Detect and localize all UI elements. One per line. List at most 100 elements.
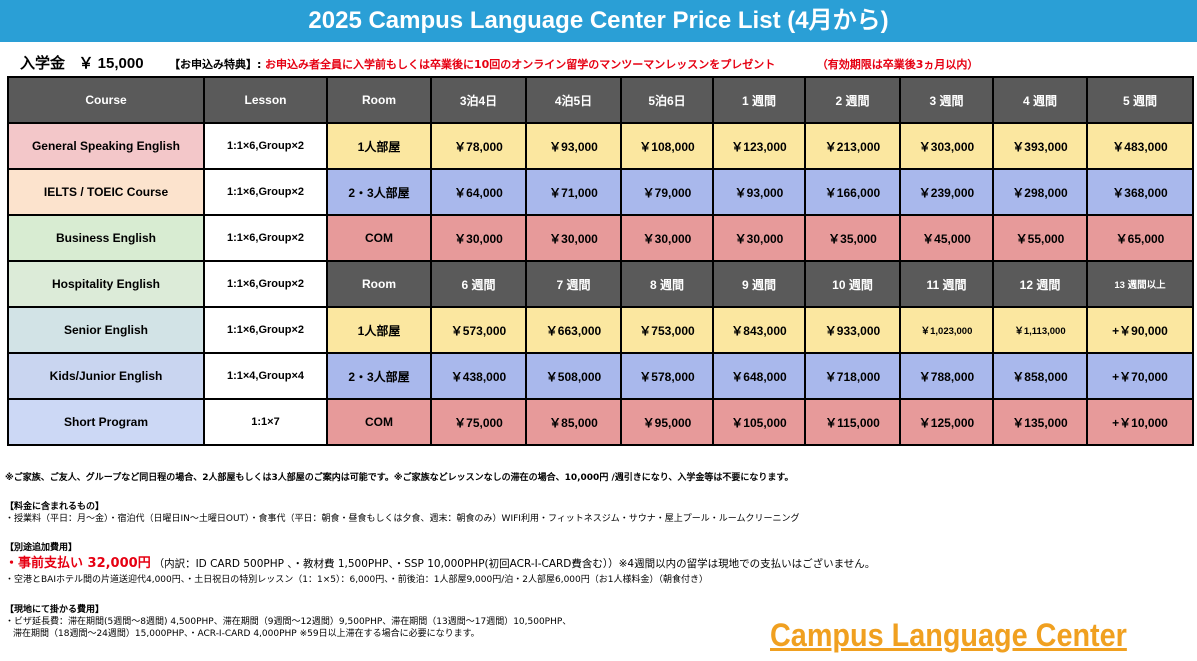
header-cell: Lesson bbox=[203, 76, 328, 124]
included-text: ・授業料（平日：月～金）・宿泊代（日曜日IN～土曜日OUT）・食事代（平日：朝食… bbox=[5, 514, 800, 524]
prepay-label: ・事前支払い 32,000円 bbox=[5, 556, 151, 571]
price-cell: ￥64,000 bbox=[430, 168, 527, 216]
header-cell: 4泊5日 bbox=[525, 76, 622, 124]
lesson-cell: 1:1×6,Group×2 bbox=[203, 122, 328, 170]
price-cell: ￥438,000 bbox=[430, 352, 527, 400]
room-cell: 2・3人部屋 bbox=[326, 168, 432, 216]
header-cell: 11 週間 bbox=[899, 260, 994, 308]
header-cell: 3 週間 bbox=[899, 76, 994, 124]
header-cell: Course bbox=[7, 76, 205, 124]
header-cell: 9 週間 bbox=[712, 260, 806, 308]
benefit-label: 【お申込み特典】: bbox=[169, 58, 262, 71]
header-cell: 13 週間以上 bbox=[1086, 260, 1194, 308]
price-cell: +￥10,000 bbox=[1086, 398, 1194, 446]
price-cell: ￥1,113,000 bbox=[992, 306, 1088, 354]
price-cell: ￥843,000 bbox=[712, 306, 806, 354]
price-cell: ￥30,000 bbox=[620, 214, 714, 262]
price-cell: ￥166,000 bbox=[804, 168, 901, 216]
price-cell: ￥648,000 bbox=[712, 352, 806, 400]
price-cell: ￥393,000 bbox=[992, 122, 1088, 170]
local-text-1: ・ビザ延長費：滞在期間(5週間～8週間) 4,500PHP、滞在期間（9週間～1… bbox=[5, 617, 572, 627]
room-cell: 1人部屋 bbox=[326, 122, 432, 170]
header-cell: 4 週間 bbox=[992, 76, 1088, 124]
course-name: Short Program bbox=[7, 398, 205, 446]
header-cell: Room bbox=[326, 260, 432, 308]
extra-title: 【別途追加費用】 bbox=[5, 543, 78, 553]
prepay-line: ・事前支払い 32,000円 （内訳：ID CARD 500PHP 、・教材費 … bbox=[5, 556, 1193, 573]
table-row: Hospitality English 1:1×6,Group×2 Room 6… bbox=[7, 260, 1194, 308]
price-cell: ￥115,000 bbox=[804, 398, 901, 446]
lesson-cell: 1:1×4,Group×4 bbox=[203, 352, 328, 400]
header-cell: 8 週間 bbox=[620, 260, 714, 308]
price-cell: ￥125,000 bbox=[899, 398, 994, 446]
price-cell: ￥35,000 bbox=[804, 214, 901, 262]
header-cell: 5泊6日 bbox=[620, 76, 714, 124]
price-cell: ￥213,000 bbox=[804, 122, 901, 170]
lesson-cell: 1:1×7 bbox=[203, 398, 328, 446]
table-row: Kids/Junior English 1:1×4,Group×4 2・3人部屋… bbox=[7, 352, 1194, 400]
price-cell: ￥239,000 bbox=[899, 168, 994, 216]
header-cell: 3泊4日 bbox=[430, 76, 527, 124]
price-cell: ￥85,000 bbox=[525, 398, 622, 446]
header-cell: 1 週間 bbox=[712, 76, 806, 124]
room-cell: 2・3人部屋 bbox=[326, 352, 432, 400]
price-cell: ￥93,000 bbox=[525, 122, 622, 170]
room-cell: 1人部屋 bbox=[326, 306, 432, 354]
price-cell: ￥663,000 bbox=[525, 306, 622, 354]
price-cell: ￥368,000 bbox=[1086, 168, 1194, 216]
course-name: Hospitality English bbox=[7, 260, 205, 308]
price-cell: ￥483,000 bbox=[1086, 122, 1194, 170]
price-cell: ￥71,000 bbox=[525, 168, 622, 216]
price-cell: ￥30,000 bbox=[525, 214, 622, 262]
price-cell: ￥788,000 bbox=[899, 352, 994, 400]
price-cell: ￥93,000 bbox=[712, 168, 806, 216]
price-cell: ￥108,000 bbox=[620, 122, 714, 170]
price-cell: ￥79,000 bbox=[620, 168, 714, 216]
price-cell: ￥1,023,000 bbox=[899, 306, 994, 354]
price-cell: ￥123,000 bbox=[712, 122, 806, 170]
course-name: General Speaking English bbox=[7, 122, 205, 170]
price-cell: ￥573,000 bbox=[430, 306, 527, 354]
header-cell: 10 週間 bbox=[804, 260, 901, 308]
header-cell: 12 週間 bbox=[992, 260, 1088, 308]
price-cell: ￥753,000 bbox=[620, 306, 714, 354]
extra-text: ・空港とBAIホテル間の片道送迎代4,000円、・土日祝日の特別レッスン（1：1… bbox=[5, 575, 708, 585]
price-cell: ￥303,000 bbox=[899, 122, 994, 170]
lesson-cell: 1:1×6,Group×2 bbox=[203, 260, 328, 308]
price-cell: +￥70,000 bbox=[1086, 352, 1194, 400]
price-cell: ￥45,000 bbox=[899, 214, 994, 262]
lesson-cell: 1:1×6,Group×2 bbox=[203, 168, 328, 216]
price-table: Course Lesson Room 3泊4日 4泊5日 5泊6日 1 週間 2… bbox=[7, 76, 1194, 446]
prepay-detail: （内訳：ID CARD 500PHP 、・教材費 1,500PHP、・SSP 1… bbox=[153, 558, 876, 570]
price-cell: ￥858,000 bbox=[992, 352, 1088, 400]
table-header-row: Course Lesson Room 3泊4日 4泊5日 5泊6日 1 週間 2… bbox=[7, 76, 1194, 124]
admission-label: 入学金 bbox=[20, 55, 66, 72]
benefit-text: お申込み者全員に入学前もしくは卒業後に10回のオンライン留学のマンツーマンレッス… bbox=[264, 58, 776, 71]
price-cell: ￥78,000 bbox=[430, 122, 527, 170]
family-note: ※ご家族、ご友人、グループなど同日程の場合、2人部屋もしくは3人部屋のご案内は可… bbox=[5, 473, 794, 483]
table-row: Senior English 1:1×6,Group×2 1人部屋 ￥573,0… bbox=[7, 306, 1194, 354]
header-cell: 2 週間 bbox=[804, 76, 901, 124]
price-cell: ￥718,000 bbox=[804, 352, 901, 400]
price-cell: ￥508,000 bbox=[525, 352, 622, 400]
price-cell: ￥30,000 bbox=[430, 214, 527, 262]
price-cell: ￥578,000 bbox=[620, 352, 714, 400]
course-name: IELTS / TOEIC Course bbox=[7, 168, 205, 216]
price-cell: ￥75,000 bbox=[430, 398, 527, 446]
price-cell: ￥95,000 bbox=[620, 398, 714, 446]
table-row: Short Program 1:1×7 COM ￥75,000 ￥85,000 … bbox=[7, 398, 1194, 446]
included-title: 【料金に含まれるもの】 bbox=[5, 502, 105, 512]
admission-amount: ￥ 15,000 bbox=[78, 55, 144, 72]
lesson-cell: 1:1×6,Group×2 bbox=[203, 214, 328, 262]
header-cell: Room bbox=[326, 76, 432, 124]
page-title: 2025 Campus Language Center Price List (… bbox=[0, 0, 1197, 42]
price-cell: ￥30,000 bbox=[712, 214, 806, 262]
price-cell: ￥933,000 bbox=[804, 306, 901, 354]
table-row: Business English 1:1×6,Group×2 COM ￥30,0… bbox=[7, 214, 1194, 262]
table-row: General Speaking English 1:1×6,Group×2 1… bbox=[7, 122, 1194, 170]
admission-fee-line: 入学金 ￥ 15,000 【お申込み特典】: お申込み者全員に入学前もしくは卒業… bbox=[8, 54, 1193, 74]
room-cell: COM bbox=[326, 214, 432, 262]
header-cell: 5 週間 bbox=[1086, 76, 1194, 124]
header-cell: 7 週間 bbox=[525, 260, 622, 308]
price-cell: ￥135,000 bbox=[992, 398, 1088, 446]
